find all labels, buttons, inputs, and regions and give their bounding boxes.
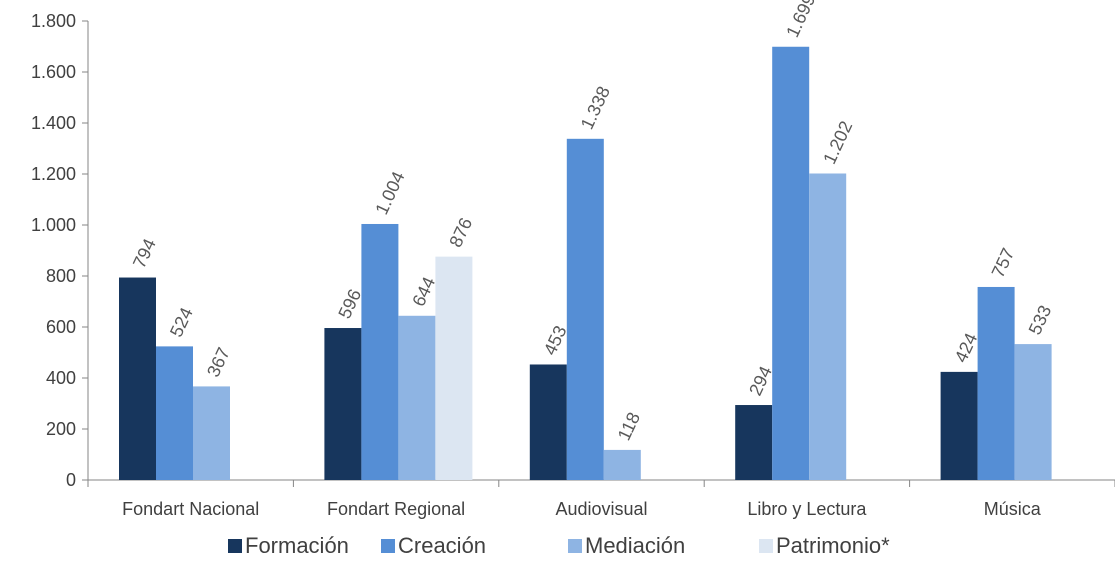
data-label: 524	[166, 304, 197, 340]
bar-creacion	[772, 46, 810, 480]
legend-swatch-mediacion	[568, 539, 582, 553]
data-label: 424	[951, 330, 982, 366]
bar-creacion	[977, 286, 1015, 480]
bar-mediacion	[193, 386, 230, 480]
legend-label-formacion: Formación	[245, 533, 349, 558]
x-category-label: Fondart Nacional	[122, 499, 259, 519]
data-label: 1.202	[819, 118, 856, 167]
y-tick-label: 800	[46, 266, 76, 286]
bar-mediacion	[1014, 344, 1052, 480]
data-label: 1.004	[371, 168, 408, 217]
bar-formacion	[324, 328, 362, 480]
data-label: 757	[988, 245, 1019, 281]
bar-mediacion	[398, 315, 436, 480]
y-tick-label: 1.800	[31, 11, 76, 31]
bar-patrimonio	[435, 256, 473, 480]
legend-swatch-creacion	[381, 539, 395, 553]
y-tick-label: 1.400	[31, 113, 76, 133]
y-tick-label: 1.600	[31, 62, 76, 82]
bar-mediacion	[603, 449, 641, 480]
y-tick-label: 200	[46, 419, 76, 439]
data-label: 453	[540, 322, 571, 358]
legend-label-patrimonio: Patrimonio*	[776, 533, 890, 558]
axes: 0 200 400 600 800 1.000 1.200 1.400 1.600 1.800 Fo…	[31, 11, 1115, 519]
x-category-label: Fondart Regional	[327, 499, 465, 519]
bar-formacion	[940, 371, 978, 480]
y-tick-label: 600	[46, 317, 76, 337]
bar-formacion	[735, 405, 773, 480]
data-label: 367	[203, 344, 234, 380]
bar-creacion	[566, 138, 604, 480]
y-tick-label: 400	[46, 368, 76, 388]
bar-mediacion	[809, 173, 847, 481]
data-label: 118	[614, 409, 644, 443]
data-label: 596	[334, 286, 365, 322]
legend-label-mediacion: Mediación	[585, 533, 685, 558]
y-tick-label: 1.000	[31, 215, 76, 235]
x-category-label: Música	[984, 499, 1042, 519]
data-label: 644	[408, 274, 439, 310]
legend: Formación Creación Mediación Patrimonio*	[228, 533, 890, 558]
data-label: 876	[445, 215, 476, 251]
bar-creacion	[156, 346, 193, 480]
bar-formacion	[529, 364, 567, 480]
data-label: 794	[129, 236, 160, 272]
data-label: 1.338	[577, 83, 614, 132]
bar-formacion	[119, 277, 156, 480]
data-label: 1.699	[782, 0, 819, 40]
legend-label-creacion: Creación	[398, 533, 486, 558]
data-label: 294	[745, 363, 776, 399]
x-category-label: Audiovisual	[555, 499, 647, 519]
data-label: 533	[1025, 302, 1056, 338]
y-tick-label: 0	[66, 470, 76, 490]
x-category-label: Libro y Lectura	[747, 499, 867, 519]
bar-creacion	[361, 223, 399, 481]
legend-swatch-patrimonio	[759, 539, 773, 553]
bars	[119, 46, 1052, 481]
y-tick-label: 1.200	[31, 164, 76, 184]
legend-swatch-formacion	[228, 539, 242, 553]
